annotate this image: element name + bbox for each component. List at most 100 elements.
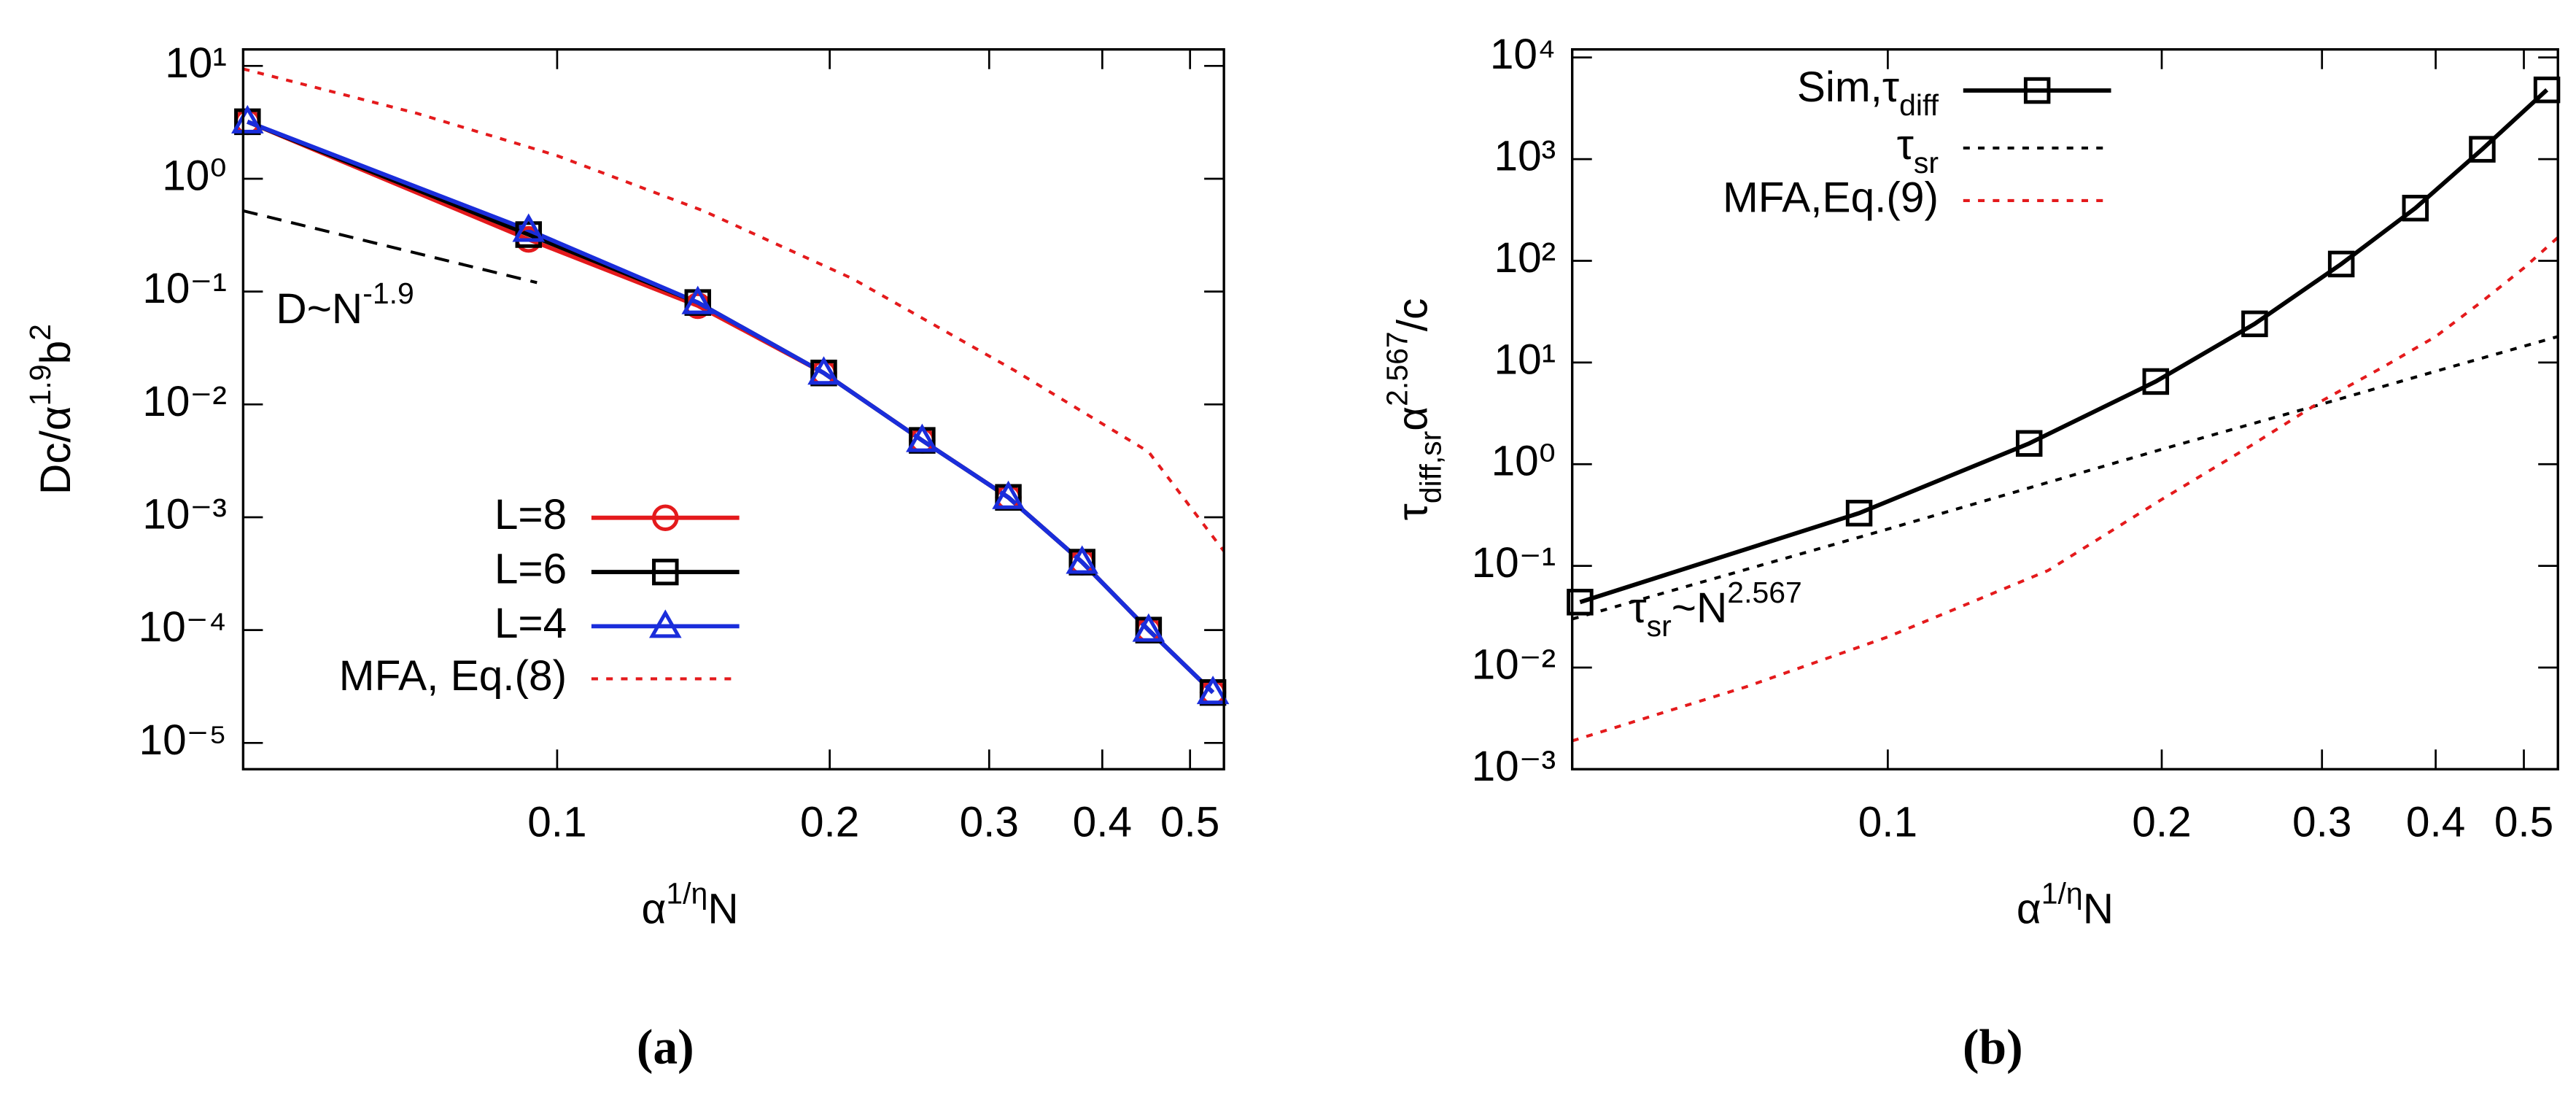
- x-tick-label: 0.4: [1073, 798, 1132, 846]
- y-tick-label: 10¹: [165, 39, 227, 87]
- annotation-part: τ: [1630, 585, 1647, 633]
- series-line: [247, 120, 1215, 695]
- marker: [1567, 589, 1594, 616]
- annotation: τsr~N2.567: [1630, 576, 1802, 643]
- annotation-part: ~N: [1672, 585, 1727, 633]
- marker: [652, 558, 679, 586]
- x-axis-label: α1/ηN: [2017, 876, 2114, 933]
- y-tick-label: 10⁴: [1490, 31, 1556, 78]
- series-line: [1572, 335, 2558, 621]
- y-tick-label: 10⁻¹: [142, 265, 227, 312]
- marker: [2142, 368, 2170, 395]
- legend-label: L=8: [494, 491, 567, 538]
- y-tick-label: 10³: [1494, 133, 1556, 180]
- y-label-part: 2.567: [1381, 331, 1414, 406]
- series-line: [243, 67, 1225, 552]
- series-line: [1572, 236, 2558, 743]
- y-tick-label: 10⁻²: [142, 378, 227, 425]
- marker: [1066, 545, 1099, 574]
- y-tick-label: 10¹: [1494, 336, 1556, 383]
- marker: [2469, 136, 2496, 163]
- y-tick-label: 10⁻³: [1472, 743, 1556, 790]
- plot-frame: [1571, 48, 2559, 771]
- series-line: [247, 120, 1215, 695]
- marker: [681, 285, 715, 314]
- legend-label: L=6: [494, 546, 567, 593]
- x-label-part: 1/η: [2041, 876, 2083, 910]
- legend-part: Sim,τ: [1797, 64, 1899, 112]
- legend-label: L=4: [494, 600, 567, 647]
- marker: [2015, 430, 2043, 457]
- marker: [512, 213, 546, 242]
- marker: [1845, 500, 1873, 527]
- marker: [2327, 250, 2355, 278]
- x-label-part: 1/η: [666, 876, 707, 910]
- legend-label: MFA,Eq.(9): [1723, 174, 1939, 221]
- x-tick-label: 0.3: [2292, 798, 2351, 846]
- panel-label: (b): [1963, 1019, 2023, 1074]
- y-label-part: α: [1389, 406, 1437, 431]
- y-label-part: diff,sr: [1414, 431, 1448, 503]
- annotation-part: D~N: [276, 286, 362, 333]
- x-tick-label: 0.2: [2132, 798, 2191, 846]
- x-label-part: α: [2017, 886, 2041, 933]
- marker: [2241, 310, 2268, 338]
- x-label-part: N: [707, 886, 738, 933]
- x-tick-label: 0.5: [1160, 798, 1219, 846]
- x-tick-label: 0.2: [800, 798, 859, 846]
- x-label-part: N: [2083, 886, 2114, 933]
- plot-frame: [241, 48, 1225, 771]
- y-label-part: Dc/α: [33, 406, 80, 495]
- y-axis-label: τdiff,srα2.567/c: [1381, 298, 1448, 521]
- y-label-part: b: [33, 341, 80, 365]
- y-tick-label: 10⁻⁵: [139, 716, 227, 764]
- marker: [807, 356, 840, 385]
- y-axis-label: Dc/α1.9b2: [23, 324, 80, 495]
- marker: [2402, 194, 2429, 222]
- marker: [992, 480, 1025, 509]
- marker: [1196, 676, 1230, 705]
- legend-label: τsr: [1897, 121, 1939, 179]
- y-label-part: 2: [23, 324, 57, 341]
- y-tick-label: 10²: [1494, 234, 1556, 282]
- x-label-part: α: [642, 886, 667, 933]
- plot-area: [243, 67, 1225, 695]
- x-tick-label: 0.3: [960, 798, 1019, 846]
- guide-line: [243, 209, 538, 285]
- y-tick-label: 10⁻³: [142, 490, 227, 538]
- legend-part: τ: [1897, 121, 1914, 169]
- x-axis-label: α1/ηN: [642, 876, 739, 933]
- plot-area: [1572, 88, 2558, 743]
- series-line: [247, 120, 1215, 695]
- series-line: [1579, 88, 2549, 605]
- annotation-part: 2.567: [1727, 576, 1802, 609]
- y-label-part: τ: [1389, 503, 1437, 520]
- marker: [1132, 613, 1165, 642]
- panel-label: (a): [637, 1019, 694, 1074]
- y-tick-label: 10⁰: [162, 152, 227, 199]
- annotation-part: sr: [1647, 609, 1672, 643]
- y-tick-label: 10⁻¹: [1472, 539, 1556, 587]
- y-tick-label: 10⁻⁴: [139, 603, 227, 651]
- x-tick-label: 0.5: [2494, 798, 2553, 846]
- legend-label: Sim,τdiff: [1797, 64, 1939, 122]
- legend-part: diff: [1899, 88, 1939, 122]
- y-label-part: 1.9: [23, 364, 57, 406]
- x-tick-label: 0.1: [527, 798, 586, 846]
- y-tick-label: 10⁰: [1491, 438, 1556, 485]
- legend-label: MFA, Eq.(8): [339, 652, 567, 700]
- y-tick-label: 10⁻²: [1472, 641, 1556, 688]
- y-label-part: /c: [1389, 298, 1437, 332]
- marker: [231, 104, 264, 134]
- marker: [652, 504, 679, 531]
- legend-part: sr: [1914, 146, 1939, 179]
- x-tick-label: 0.1: [1858, 798, 1917, 846]
- x-tick-label: 0.4: [2406, 798, 2465, 846]
- annotation: D~N-1.9: [276, 277, 414, 333]
- marker: [2023, 77, 2051, 104]
- annotation-part: -1.9: [362, 277, 414, 310]
- marker: [648, 609, 682, 638]
- marker: [906, 423, 939, 452]
